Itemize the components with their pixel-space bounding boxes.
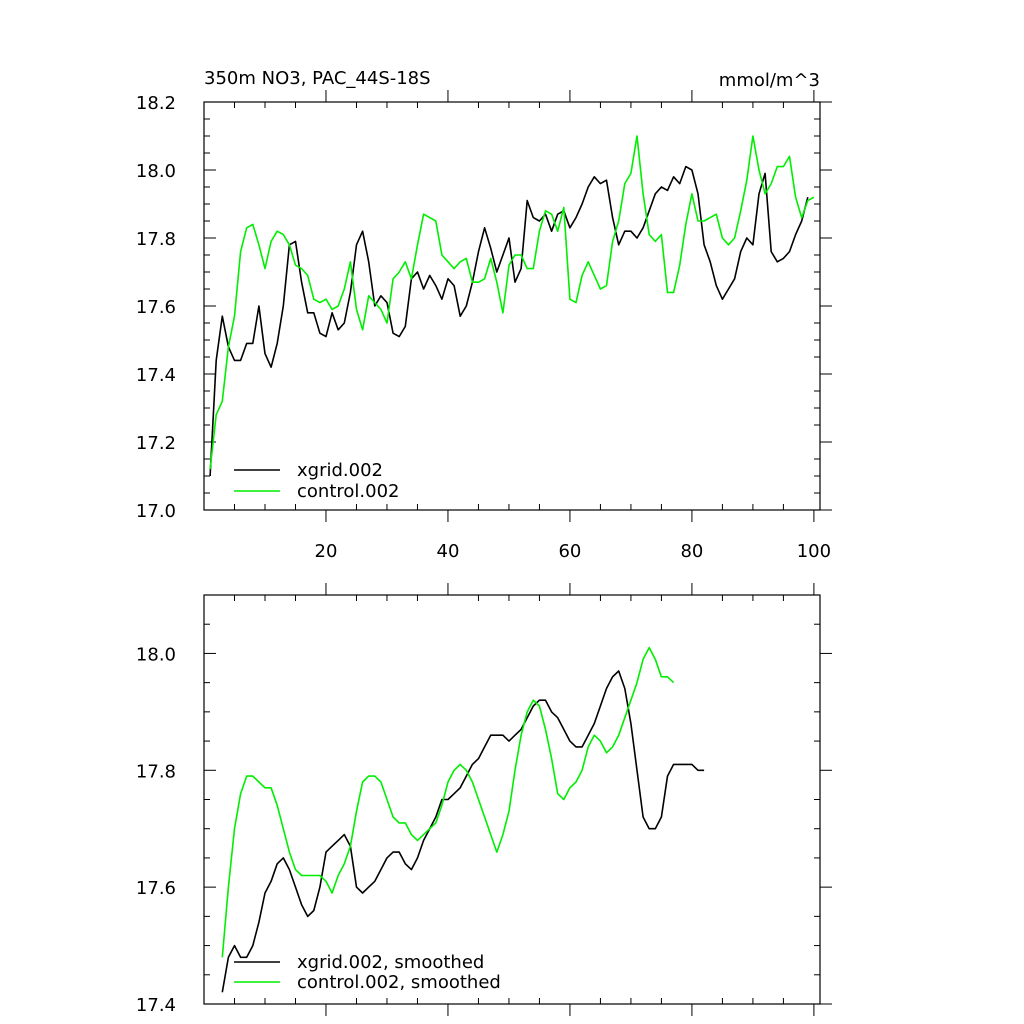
series-line-xgrid-002: [209, 165, 809, 477]
bottom-plot-frame: [203, 594, 821, 1005]
y-tick-label: 17.4: [136, 995, 176, 1016]
top-legend: xgrid.002 control.002: [234, 460, 399, 502]
top-plot-frame: [203, 101, 821, 511]
series-line-control-002-smoothed: [221, 646, 675, 958]
x-tick-label: 20: [315, 541, 338, 562]
top-y-ticks: 17.0 17.2 17.4 17.6 17.8 18.0 18.2: [136, 93, 832, 522]
y-tick-label: 18.0: [136, 161, 176, 182]
y-tick-label: 18.0: [136, 644, 176, 665]
units-label: mmol/m^3: [719, 70, 820, 91]
series-line-xgrid-002-smoothed: [221, 670, 705, 993]
y-tick-label: 17.8: [136, 761, 176, 782]
chart-title: 350m NO3, PAC_44S-18S: [204, 68, 431, 89]
x-tick-label: 60: [558, 541, 581, 562]
bottom-legend: xgrid.002, smoothed control.002, smoothe…: [234, 952, 501, 993]
y-tick-label: 17.8: [136, 229, 176, 250]
legend-label-control: control.002: [297, 481, 399, 502]
legend-label-xgrid-smoothed: xgrid.002, smoothed: [297, 952, 484, 973]
top-x-ticks: 20 40 60 80 100: [315, 90, 831, 562]
y-tick-label: 17.0: [136, 501, 176, 522]
top-panel: 350m NO3, PAC_44S-18S mmol/m^3 20 40 60 80 1…: [136, 68, 832, 562]
x-tick-label: 100: [797, 541, 831, 562]
y-tick-label: 17.4: [136, 365, 176, 386]
y-tick-label: 17.2: [136, 433, 176, 454]
legend-label-xgrid: xgrid.002: [297, 460, 383, 481]
bottom-panel: 17.4 17.6 17.8 18.0 xgrid.002, smoothed con…: [136, 583, 832, 1016]
bottom-series: [221, 646, 705, 993]
legend-label-control-smoothed: control.002, smoothed: [297, 972, 501, 993]
y-tick-label: 17.6: [136, 878, 176, 899]
top-series: [209, 135, 815, 477]
top-minor-ticks: [204, 102, 820, 510]
x-tick-label: 80: [680, 541, 703, 562]
bottom-x-ticks: [325, 583, 815, 1016]
bottom-minor-ticks: [204, 595, 820, 1004]
series-line-control-002: [209, 135, 815, 470]
bottom-y-ticks: 17.4 17.6 17.8 18.0: [136, 644, 832, 1016]
x-tick-label: 40: [437, 541, 460, 562]
y-tick-label: 18.2: [136, 93, 176, 114]
y-tick-label: 17.6: [136, 297, 176, 318]
